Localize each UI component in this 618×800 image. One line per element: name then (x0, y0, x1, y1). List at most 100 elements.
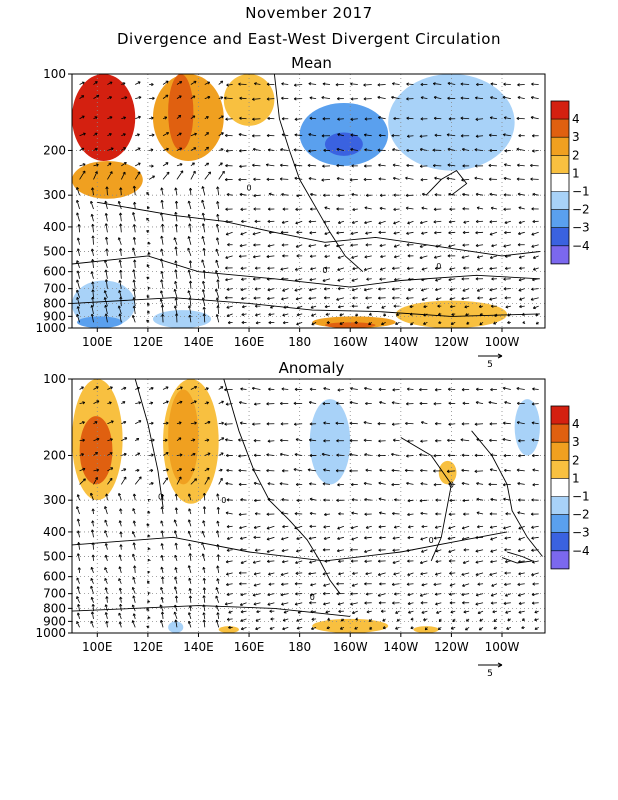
wind-vector (309, 401, 317, 405)
wind-vector-head (365, 296, 368, 300)
wind-vector (448, 244, 456, 247)
wind-vector-head (535, 313, 539, 316)
wind-vector-head (238, 254, 242, 258)
wind-vector (91, 271, 94, 279)
wind-vector-head (294, 582, 298, 586)
wind-vector (505, 593, 511, 597)
y-tick-label: 300 (43, 188, 66, 202)
wind-vector-head (532, 483, 536, 487)
wind-vector-head (448, 549, 452, 553)
wind-vector (364, 255, 372, 258)
wind-vector-head (531, 601, 535, 605)
wind-vector (135, 452, 140, 456)
wind-vector-head (364, 206, 368, 210)
wind-vector-head (117, 237, 121, 241)
wind-vector-head (191, 468, 195, 472)
wind-vector (281, 297, 289, 300)
wind-vector (489, 297, 498, 300)
wind-vector-head (160, 555, 164, 558)
wind-vector-head (238, 482, 242, 487)
wind-vector (435, 602, 442, 605)
wind-vector-head (104, 279, 109, 282)
wind-vector-head (325, 610, 329, 614)
wind-vector (352, 288, 358, 291)
wind-vector (76, 187, 80, 196)
wind-vector (380, 267, 386, 271)
wind-vector (254, 288, 261, 290)
wind-vector (215, 587, 220, 594)
wind-vector (531, 422, 539, 425)
wind-vector-head (132, 185, 137, 189)
wind-vector (148, 175, 155, 180)
wind-vector (419, 135, 428, 137)
wind-vector-head (462, 601, 465, 605)
wind-vector-head (268, 387, 271, 391)
wind-vector-head (160, 530, 164, 534)
wind-vector (337, 118, 344, 120)
wind-vector (162, 386, 169, 390)
wind-vector-head (202, 492, 207, 496)
wind-vector (188, 621, 192, 628)
wind-vector (350, 387, 358, 390)
wind-vector (394, 244, 400, 248)
wind-vector (518, 572, 525, 575)
wind-vector-head (392, 536, 396, 540)
wind-vector-head (91, 542, 95, 546)
wind-vector (187, 247, 192, 256)
wind-vector-head (378, 163, 381, 167)
wind-vector (365, 593, 372, 595)
wind-vector (435, 549, 442, 552)
wind-vector-head (174, 604, 178, 608)
wind-vector (92, 520, 94, 527)
wind-vector (366, 278, 372, 280)
wind-vector (324, 305, 331, 308)
wind-vector (120, 476, 127, 485)
wind-vector-head (216, 279, 220, 282)
wind-vector-head (494, 314, 498, 317)
wind-vector-head (322, 592, 326, 596)
wind-vector (323, 422, 331, 425)
wind-vector-head (253, 439, 257, 443)
wind-vector (296, 313, 303, 316)
wind-vector (161, 566, 164, 574)
wind-vector-head (160, 543, 164, 546)
wind-vector (77, 306, 80, 314)
wind-vector-head (178, 132, 182, 136)
wind-vector (338, 560, 344, 562)
wind-vector (161, 304, 164, 314)
wind-vector-head (310, 305, 314, 309)
wind-vector-head (364, 549, 367, 553)
wind-vector-head (132, 297, 136, 300)
wind-vector (267, 498, 275, 501)
wind-vector-head (280, 267, 284, 271)
wind-vector-head (475, 192, 479, 196)
wind-vector-head (448, 192, 452, 196)
wind-vector (476, 482, 484, 485)
wind-vector-head (133, 201, 137, 205)
wind-vector (295, 438, 303, 442)
wind-vector (337, 536, 345, 540)
wind-vector (366, 305, 372, 309)
wind-vector-head (406, 582, 410, 586)
wind-vector (349, 453, 358, 456)
wind-vector-head (447, 147, 451, 151)
wind-vector-head (138, 401, 142, 405)
wind-vector-head (216, 201, 220, 204)
wind-vector-head (339, 313, 343, 317)
wind-vector-head (146, 625, 150, 629)
wind-vector (161, 279, 164, 289)
wind-vector (217, 612, 220, 619)
wind-vector-head (392, 388, 395, 392)
wind-vector (280, 164, 289, 167)
wind-vector-head (191, 162, 195, 166)
wind-vector-head (255, 321, 259, 325)
wind-vector-head (281, 133, 285, 137)
wind-vector (119, 554, 122, 561)
wind-vector (105, 604, 108, 612)
wind-vector-head (216, 520, 220, 524)
wind-vector-head (252, 277, 256, 281)
wind-vector (90, 201, 94, 210)
wind-vector (255, 313, 261, 316)
wind-vector-head (488, 177, 492, 181)
wind-vector (76, 621, 80, 628)
